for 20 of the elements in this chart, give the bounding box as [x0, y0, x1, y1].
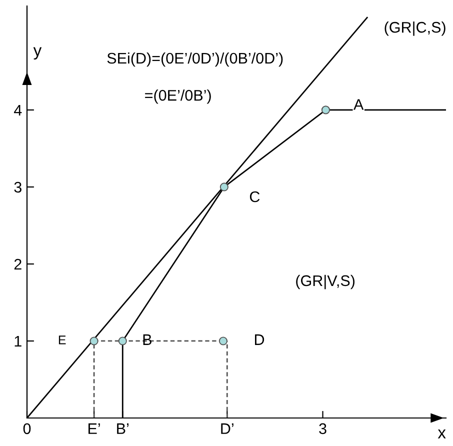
y-tick-label: 2 [14, 258, 22, 270]
x-tick-label: 0 [23, 423, 31, 434]
x-tick-label: D’ [221, 423, 234, 434]
y-axis-title: y [33, 47, 42, 60]
annotation: E [58, 336, 66, 344]
y-tick-label: 3 [14, 182, 22, 193]
x-tick-label: E’ [88, 423, 100, 434]
annotation: (GR|C,S) [384, 22, 446, 36]
annotation: =(0E’/0B’) [145, 90, 211, 104]
annotation: A [354, 99, 364, 110]
annotation: SEi(D)=(0E’/0D’)/(0B’/0D’) [107, 52, 283, 67]
x-tick-label: B’ [117, 423, 128, 434]
annotation: C [250, 191, 260, 202]
y-tick-label: 1 [14, 336, 22, 347]
x-axis-title: x [438, 430, 446, 438]
annotation: D [255, 334, 264, 345]
annotation: B [143, 334, 152, 345]
x-tick-label: 3 [319, 423, 326, 434]
annotation: (GR|V,S) [296, 274, 355, 290]
y-tick-label: 4 [14, 104, 22, 116]
